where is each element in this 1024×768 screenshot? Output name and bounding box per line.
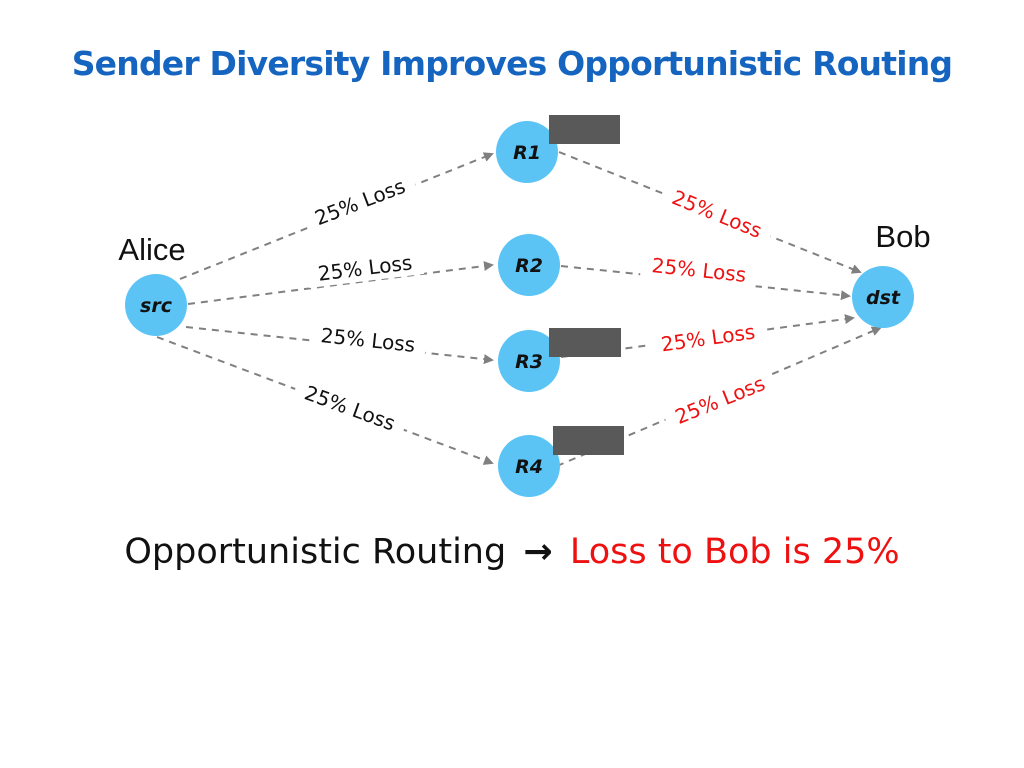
node-r1: R1 (496, 121, 558, 183)
receiver-name: Bob (875, 219, 930, 254)
r4-marker-block (553, 426, 624, 455)
node-src-label: src (140, 295, 173, 317)
node-dst-label: dst (866, 287, 901, 309)
slide-title: Sender Diversity Improves Opportunistic … (71, 44, 953, 83)
node-r4-label: R4 (515, 456, 543, 478)
node-r4: R4 (498, 435, 560, 497)
r3-marker-block (549, 328, 621, 357)
node-r2: R2 (498, 234, 560, 296)
conclusion-caption: Opportunistic Routing → Loss to Bob is 2… (0, 532, 1024, 572)
r1-marker-block (549, 115, 620, 144)
caption-lead: Opportunistic Routing (124, 532, 507, 572)
caption-result: Loss to Bob is 25% (569, 532, 900, 572)
node-dst: dst (852, 266, 914, 328)
node-r1-label: R1 (513, 142, 541, 164)
edge-label-src-r3: 25% Loss (320, 323, 417, 357)
edge-src-r1 (179, 152, 494, 280)
node-r3: R3 (498, 330, 560, 392)
caption-arrow-icon: → (523, 532, 553, 572)
node-src: src (125, 274, 187, 336)
edge-label-src-r4: 25% Loss (301, 381, 398, 436)
node-r2-label: R2 (515, 255, 543, 277)
node-r3-label: R3 (515, 351, 543, 373)
sender-name: Alice (118, 232, 185, 267)
edge-label-r2-dst: 25% Loss (651, 253, 748, 287)
